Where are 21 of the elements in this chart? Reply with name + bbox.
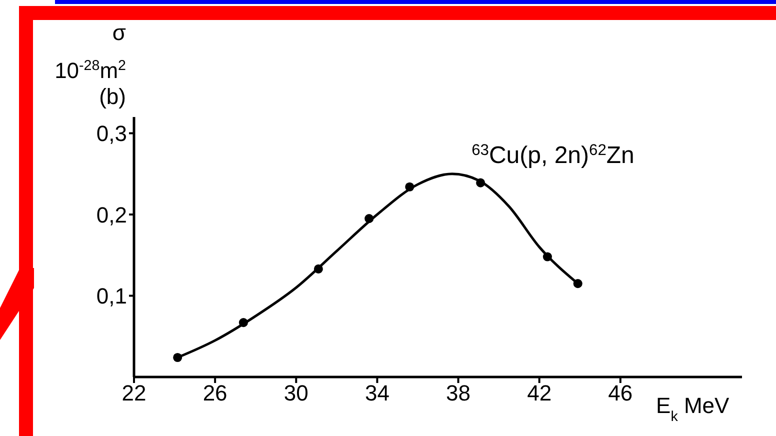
y-tick-label: 0,3	[96, 121, 127, 146]
x-tick-label: 26	[202, 380, 228, 406]
point	[573, 279, 582, 288]
point	[476, 178, 486, 188]
annotation: $^{63}$Cu(p, 2n)$^{62}$Zn	[472, 142, 634, 169]
x-tick-label: 42	[527, 380, 552, 406]
x-tick-label: 34	[364, 380, 390, 406]
point	[542, 252, 552, 262]
y-tick-label: 0,2	[96, 202, 127, 228]
point	[314, 264, 323, 274]
point	[364, 214, 374, 224]
point	[173, 352, 182, 362]
x-axis-title: E$_{k}$ MeV	[656, 393, 730, 425]
x-tick-label: 22	[122, 380, 146, 406]
point	[238, 318, 248, 328]
y-tick-label: 0,1	[96, 284, 127, 309]
point	[405, 182, 414, 192]
x-tick-label: 30	[284, 380, 308, 406]
x-tick-label: 46	[608, 380, 633, 406]
x-tick-label: 38	[446, 380, 471, 406]
text: σ 10$^{-28}$m$^{2}$ (b)	[54, 20, 126, 109]
